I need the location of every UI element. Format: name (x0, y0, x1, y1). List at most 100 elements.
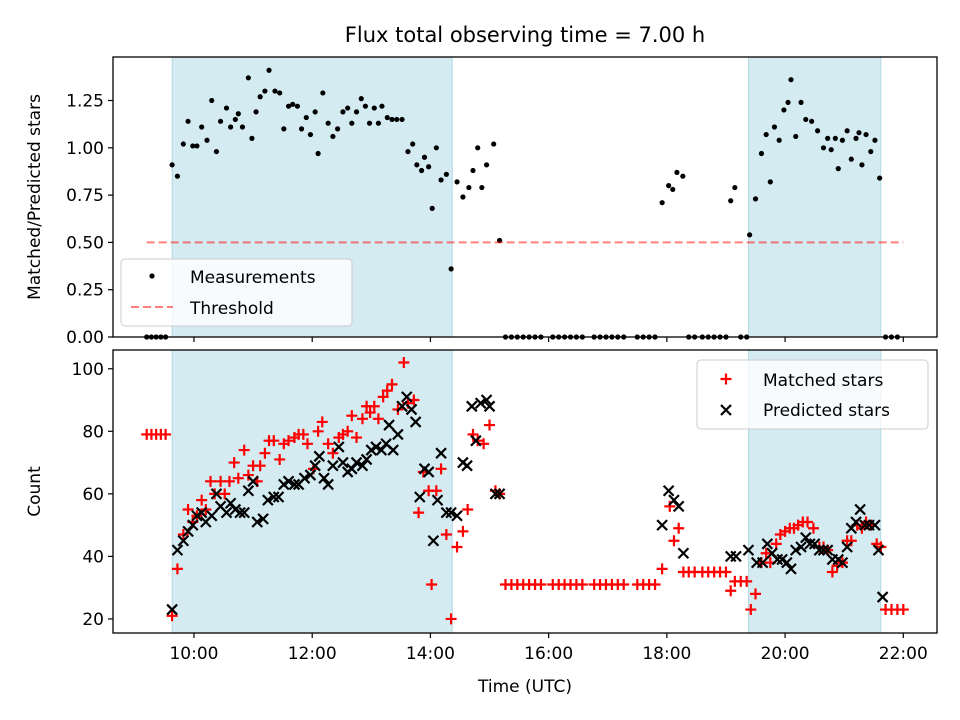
top-measurements-point-64 (438, 177, 444, 183)
legend-matched-marker (720, 373, 732, 385)
top-measurements-point-40 (330, 133, 336, 140)
bottom-matched-stars-point-112 (741, 575, 753, 587)
bottom-predicted-stars-point-39 (356, 459, 369, 472)
top-measurements-point-66 (448, 266, 454, 272)
top-measurements-point-141 (863, 131, 869, 138)
bottom-matched-stars-point-37 (316, 416, 328, 428)
bottom-predicted-stars-point-84 (781, 556, 793, 569)
bottom-predicted-stars-point-100 (854, 503, 866, 516)
bottom-predicted-stars-point-38 (350, 456, 363, 469)
top-measurements-point-122 (781, 107, 787, 113)
bottom-predicted-stars-point-28 (304, 469, 317, 481)
bottom-matched-stars-point-99 (668, 535, 680, 547)
bottom-predicted-stars-point-1 (171, 544, 184, 556)
top-measurements-point-62 (429, 205, 435, 211)
top-measurements-point-11 (199, 124, 205, 130)
top-measurements-point-72 (479, 184, 485, 191)
bottom-predicted-stars-point-55 (427, 534, 440, 547)
bottom-predicted-stars-point-69 (493, 488, 506, 500)
top-measurements-point-130 (820, 145, 827, 151)
bottom-predicted-stars-point-32 (322, 478, 334, 491)
bottom-predicted-stars-point-91 (813, 544, 826, 556)
top-measurements-point-23 (253, 109, 259, 115)
bottom-predicted-stars-point-86 (789, 544, 802, 556)
top-measurements-point-36 (312, 109, 318, 115)
top-measurements-point-131 (825, 135, 831, 141)
top-measurements-point-10 (194, 143, 200, 149)
bottom-matched-stars-point-6 (171, 563, 183, 575)
bottom-predicted-stars-point-99 (850, 516, 862, 528)
bottom-predicted-stars-point-8 (205, 509, 218, 522)
top-axes-frame (112, 56, 938, 338)
top-measurements-point-8 (185, 118, 191, 124)
bottom-matched-stars-point-63 (440, 528, 452, 540)
top-measurements-point-12 (204, 137, 210, 143)
bottom-matched-stars-point-25 (259, 447, 271, 459)
top-measurements-point-14 (213, 148, 220, 155)
bottom-matched-stars-point-130 (826, 566, 838, 578)
bottom-matched-stars-point-108 (720, 566, 732, 578)
top-ytick-label-5: 1.25 (66, 92, 104, 112)
bottom-matched-stars-point-43 (346, 410, 358, 422)
bottom-predicted-stars-point-68 (489, 488, 502, 500)
bottom-xtick-label-3: 16:00 (524, 644, 573, 664)
bottom-predicted-stars-point-82 (771, 553, 784, 566)
bottom-matched-stars-point-96 (649, 579, 661, 591)
bottom-xtick-label-5: 20:00 (761, 644, 810, 664)
top-ylabel: Matched/Predicted stars (25, 94, 45, 300)
bottom-predicted-stars-point-73 (672, 500, 685, 513)
top-measurements-point-68 (460, 194, 466, 200)
bottom-matched-stars-point-118 (770, 538, 782, 550)
bottom-matched-stars-point-97 (656, 563, 668, 575)
top-measurements-point-38 (320, 90, 326, 96)
bottom-matched-stars-point-116 (760, 547, 772, 559)
bottom-predicted-stars-point-4 (187, 519, 199, 531)
bottom-matched-stars-point-21 (242, 469, 254, 481)
top-measurements-point-123 (785, 99, 791, 106)
top-ytick-label-3: 0.75 (66, 186, 104, 206)
legend-measurements-marker (149, 273, 155, 279)
bottom-predicted-stars-point-97 (841, 541, 853, 553)
top-measurements-point-5 (169, 162, 175, 168)
top-measurements-point-73 (483, 162, 490, 168)
bottom-predicted-stars-point-29 (309, 459, 321, 472)
top-measurements-point-140 (859, 162, 865, 168)
bottom-predicted-stars-point-31 (318, 472, 330, 484)
bottom-predicted-stars-point-17 (247, 475, 259, 488)
bottom-matched-stars-point-52 (386, 378, 398, 390)
top-observing-window-1 (747, 56, 882, 338)
top-measurements-point-139 (856, 130, 862, 136)
bottom-predicted-stars-point-6 (195, 506, 208, 519)
bottom-predicted-stars-point-27 (298, 472, 311, 484)
bottom-predicted-stars-point-51 (409, 416, 422, 428)
bottom-ytick-label-4: 100 (72, 360, 104, 380)
bottom-matched-stars-point-27 (268, 435, 280, 447)
top-measurements-point-69 (466, 184, 472, 191)
top-measurements-point-50 (375, 120, 382, 126)
bottom-ytick-label-0: 20 (82, 610, 104, 630)
top-measurements-point-16 (223, 105, 230, 111)
top-measurements-point-42 (340, 109, 346, 115)
bottom-matched-stars-point-60 (426, 579, 438, 591)
bottom-predicted-stars-point-45 (383, 419, 395, 431)
top-measurements-point-41 (335, 126, 341, 132)
top-measurements-point-6 (174, 173, 181, 179)
bottom-matched-stars-point-16 (219, 488, 231, 500)
top-measurements-point-121 (776, 137, 782, 143)
bottom-predicted-stars-point-60 (451, 509, 463, 522)
bottom-matched-stars-point-48 (368, 400, 380, 412)
top-measurements-point-54 (394, 116, 400, 123)
bottom-predicted-stars-point-105 (876, 591, 889, 603)
bottom-predicted-stars-point-56 (431, 494, 444, 506)
bottom-matched-stars-point-69 (472, 435, 484, 447)
top-measurements-point-56 (405, 148, 411, 155)
top-measurements-point-63 (433, 145, 439, 151)
top-measurements-point-126 (798, 99, 804, 106)
legend-measurements-label: Measurements (190, 268, 316, 288)
top-measurements-point-13 (209, 97, 215, 104)
top-measurements-point-60 (421, 154, 428, 160)
bottom-predicted-stars-point-2 (177, 534, 190, 547)
bottom-predicted-stars-point-14 (234, 506, 246, 519)
bottom-predicted-stars-point-11 (220, 506, 233, 519)
bottom-predicted-stars-point-16 (242, 484, 255, 497)
